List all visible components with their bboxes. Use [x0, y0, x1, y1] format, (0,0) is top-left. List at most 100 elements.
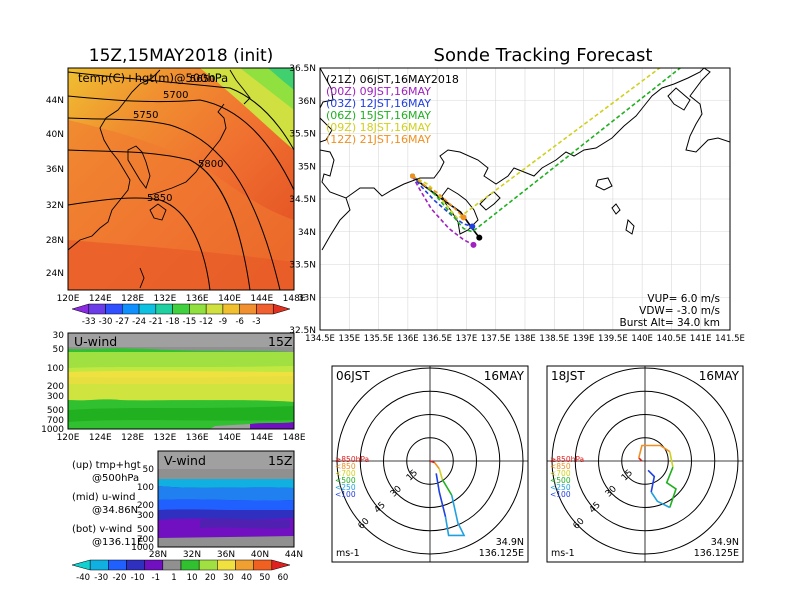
- hodograph-time-label: 06JST: [336, 369, 370, 383]
- lon-label: 140E: [218, 433, 241, 443]
- hodograph-lat: 34.9N: [711, 537, 739, 548]
- lon-label: 132E: [153, 433, 176, 443]
- legend-entry: (03Z) 12JST,16MAY: [326, 97, 431, 110]
- legend-entry: (00Z) 09JST,16MAY: [326, 85, 431, 98]
- colorbar-label: 50: [259, 573, 270, 583]
- colorbar-label: 10: [187, 573, 198, 583]
- hodograph-trace: [650, 491, 671, 509]
- hodograph-trace: [433, 462, 440, 470]
- temperature-map-lat-labels: 44N 40N 36N 32N 28N 24N: [46, 96, 64, 279]
- level-legend-entry: <700: [335, 469, 356, 478]
- level-legend-entry: <100: [550, 490, 571, 499]
- vwind-time: 15Z: [268, 453, 292, 468]
- pressure-label: 100: [137, 483, 154, 493]
- colorbar-swatch: [189, 303, 207, 315]
- vwind-frame: [157, 450, 295, 548]
- lon-label: 134.5E: [305, 334, 335, 344]
- colorbar-label: -27: [115, 317, 129, 327]
- lat-label: 36N: [46, 165, 64, 175]
- colorbar-label: -10: [131, 573, 145, 583]
- lon-label: 136E: [186, 294, 209, 304]
- lon-label: 124E: [89, 433, 112, 443]
- param-vdw: VDW= -3.0 m/s: [639, 305, 720, 317]
- colorbar-label: -6: [235, 317, 243, 327]
- pressure-label: 200: [47, 382, 64, 392]
- colorbar-swatch: [217, 559, 236, 571]
- uwind-label: U-wind: [74, 334, 117, 349]
- lat-label: 35.5N: [289, 130, 316, 140]
- temperature-map-lon-labels: 120E 124E 128E 132E 136E 140E 144E 148E: [57, 294, 306, 304]
- colorbar-label: -20: [112, 573, 126, 583]
- level-legend-entry: ≥850hPa: [335, 455, 369, 464]
- colorbar-swatch: [198, 559, 218, 571]
- hodograph-lon: 136.125E: [694, 548, 739, 559]
- legend-entry: (06Z) 15JST,16MAY: [326, 109, 431, 122]
- level-legend-entry: <500: [550, 476, 571, 485]
- pressure-label: 1000: [41, 425, 64, 435]
- lon-label: 128E: [121, 294, 144, 304]
- level-legend-entry: <500: [335, 476, 356, 485]
- hodograph-date-label: 16MAY: [484, 369, 525, 383]
- track-map-lon-labels: 134.5E 135E 135.5E 136E 136.5E 137E 137.5E 138E…: [305, 334, 745, 344]
- track-landing-point: [469, 223, 476, 230]
- temperature-map-frame: [67, 67, 295, 291]
- lon-label: 138.5E: [539, 334, 569, 344]
- lon-label: 144E: [250, 433, 273, 443]
- hodograph-unit: ms-1: [551, 548, 575, 559]
- temperature-colorbar: -33 -30 -27 -24 -21 -18 -15 -12 -9 -6 -3: [71, 303, 291, 327]
- pressure-label: 500: [137, 525, 154, 535]
- hodograph-trace: [665, 466, 677, 508]
- lon-label: 128E: [121, 433, 144, 443]
- colorbar-label: -40: [76, 573, 90, 583]
- level-legend-entry: <850: [335, 462, 356, 471]
- lon-label: 144E: [250, 294, 273, 304]
- legend-entry: (09Z) 18JST,16MAY: [326, 121, 431, 134]
- lon-label: 136.5E: [422, 334, 452, 344]
- lon-label: 148E: [283, 433, 306, 443]
- lat-label: 32N: [183, 550, 201, 560]
- colorbar-swatch: [180, 559, 200, 571]
- lat-label: 33N: [298, 293, 316, 303]
- contour-label-5750: 5750: [133, 110, 158, 121]
- hodograph-time-label: 18JST: [551, 369, 585, 383]
- colorbar-swatch: [205, 303, 224, 315]
- colorbar-swatch: [162, 559, 182, 571]
- pressure-label: 500: [47, 406, 64, 416]
- lon-label: 139E: [573, 334, 595, 344]
- lat-label: 40N: [46, 130, 64, 140]
- lon-label: 140.5E: [657, 334, 687, 344]
- lon-label: 120E: [57, 294, 80, 304]
- lat-label: 40N: [251, 550, 269, 560]
- contour-label-5650: 5650: [190, 74, 215, 85]
- colorbar-swatch: [222, 303, 240, 315]
- colorbar-swatch: [88, 303, 106, 315]
- lon-label: 120E: [57, 433, 80, 443]
- lat-label: 35N: [298, 162, 316, 172]
- lon-label: 141.5E: [715, 334, 745, 344]
- lat-label: 28N: [149, 550, 167, 560]
- uwind-panel: [68, 333, 294, 429]
- pressure-label: 1000: [131, 543, 154, 553]
- colorbar-label: -30: [94, 573, 108, 583]
- note-mid-line2: @34.86N: [92, 505, 138, 516]
- hodograph-trace: [441, 479, 453, 496]
- track-line: [411, 175, 473, 228]
- lon-label: 140E: [631, 334, 653, 344]
- lon-label: 137.5E: [481, 334, 511, 344]
- lat-label: 28N: [46, 236, 64, 246]
- lat-label: 34N: [298, 228, 316, 238]
- colorbar-label: -21: [149, 317, 163, 327]
- track-landing-point: [460, 214, 467, 221]
- hodograph-trace: [669, 451, 674, 468]
- colorbar-swatch: [172, 303, 190, 315]
- colorbar-label: -1: [152, 573, 160, 583]
- colorbar-label: 60: [278, 573, 289, 583]
- track-landing-point: [470, 241, 477, 248]
- track-params: VUP= 6.0 m/s VDW= -3.0 m/s Burst Alt= 34…: [620, 293, 720, 329]
- track-map-lat-labels: 36.5N 36N 35.5N 35N 34.5N 34N 33.5N 33N 32.5N: [289, 64, 316, 336]
- uwind-x-labels: 120E 124E 128E 132E 136E 140E 144E 148E: [57, 433, 306, 443]
